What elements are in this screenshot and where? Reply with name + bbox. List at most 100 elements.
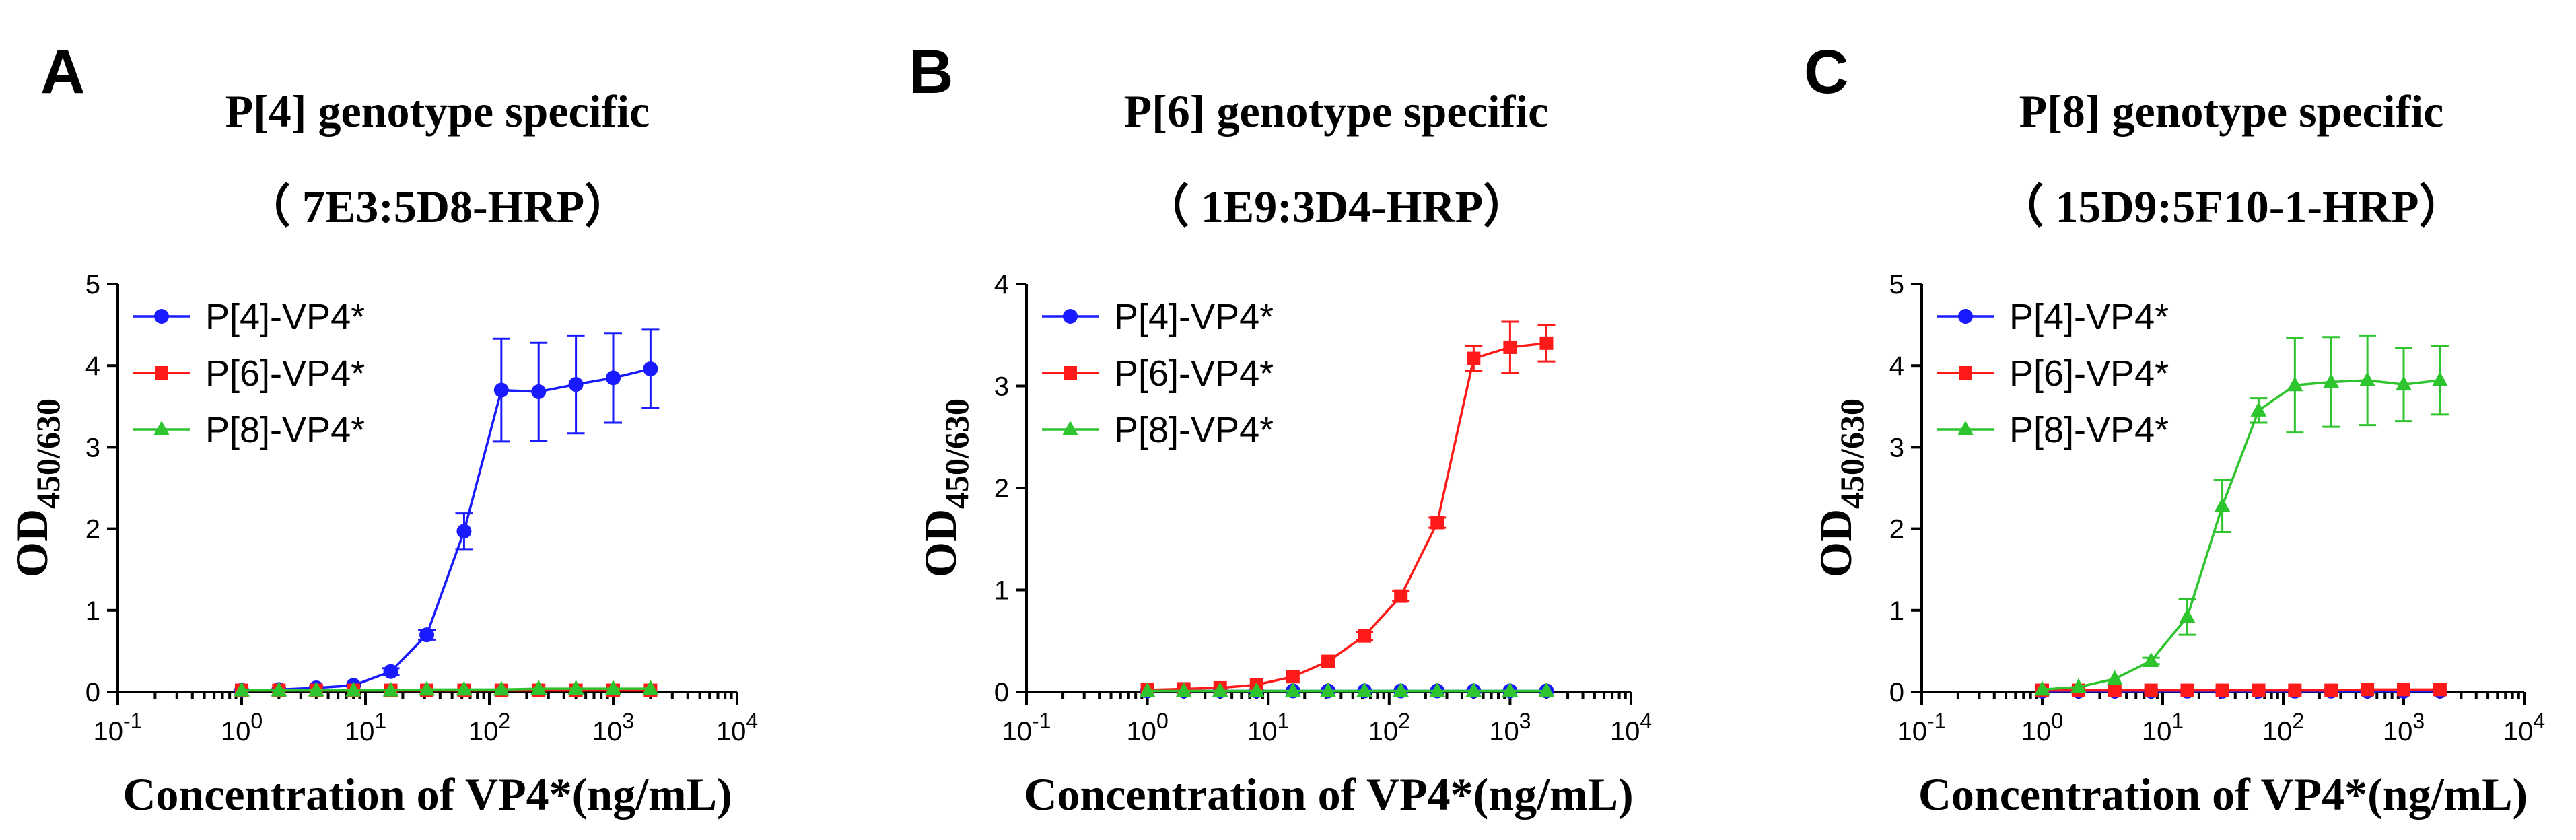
x-axis-label: Concentration of VP4*(ng/mL) bbox=[123, 769, 732, 820]
series-line bbox=[2042, 379, 2441, 691]
series-p-8-vp4- bbox=[2034, 334, 2449, 696]
legend-label: P[4]-VP4* bbox=[205, 297, 365, 337]
data-point bbox=[1539, 336, 1554, 350]
data-point bbox=[2431, 372, 2448, 387]
legend-marker bbox=[154, 309, 169, 324]
data-point bbox=[1430, 516, 1444, 530]
panel-letter: A bbox=[40, 38, 85, 106]
data-point bbox=[2250, 401, 2267, 417]
data-point bbox=[1248, 682, 1265, 697]
data-point bbox=[2144, 683, 2158, 697]
x-tick-label: 10-1 bbox=[1002, 709, 1051, 746]
legend-label: P[8]-VP4* bbox=[2009, 410, 2169, 450]
x-tick-label: 100 bbox=[1126, 709, 1168, 746]
data-point bbox=[493, 382, 509, 398]
data-point bbox=[2106, 670, 2123, 685]
data-point bbox=[419, 627, 435, 643]
x-tick-label: 102 bbox=[2262, 709, 2304, 746]
y-axis-label: OD450/630 bbox=[1810, 398, 1871, 578]
legend-marker bbox=[1958, 309, 1973, 324]
data-point bbox=[2324, 683, 2338, 697]
data-point bbox=[1358, 629, 1372, 643]
legend-label: P[6]-VP4* bbox=[2009, 353, 2169, 394]
x-tick-label: 104 bbox=[1610, 709, 1652, 746]
x-axis-label: Concentration of VP4*(ng/mL) bbox=[1918, 769, 2528, 820]
legend: P[4]-VP4* P[6]-VP4* P[8]-VP4* bbox=[1937, 297, 2169, 450]
y-tick-label: 1 bbox=[1889, 596, 1904, 626]
data-point bbox=[1139, 682, 1156, 697]
y-tick-label: 3 bbox=[85, 433, 100, 462]
data-point bbox=[1284, 682, 1301, 697]
x-tick-label: 102 bbox=[1368, 709, 1410, 746]
legend-marker bbox=[1064, 366, 1077, 380]
legend-label: P[6]-VP4* bbox=[1114, 353, 1274, 394]
data-point bbox=[2180, 683, 2194, 697]
y-tick-label: 0 bbox=[85, 678, 100, 707]
y-axis-label: OD450/630 bbox=[6, 398, 67, 578]
data-point bbox=[1393, 682, 1409, 697]
y-tick-label: 2 bbox=[85, 515, 100, 545]
data-point bbox=[2433, 682, 2447, 697]
y-tick-label: 5 bbox=[85, 270, 100, 300]
legend-marker bbox=[155, 366, 168, 380]
data-point bbox=[382, 681, 399, 697]
chart-title: P[6] genotype specific bbox=[1124, 85, 1549, 137]
y-tick-label: 2 bbox=[994, 474, 1009, 503]
data-point bbox=[643, 361, 658, 377]
y-tick-label: 1 bbox=[85, 596, 100, 626]
series-line bbox=[1147, 342, 1547, 691]
series-p-8-vp4- bbox=[234, 680, 659, 697]
data-point bbox=[2143, 652, 2159, 667]
legend-label: P[8]-VP4* bbox=[205, 410, 365, 450]
x-tick-label: 101 bbox=[345, 709, 386, 746]
data-point bbox=[2215, 683, 2229, 697]
data-point bbox=[1503, 340, 1517, 354]
data-point bbox=[1467, 351, 1481, 365]
legend-marker bbox=[1062, 421, 1078, 435]
x-tick-label: 104 bbox=[716, 709, 758, 746]
data-point bbox=[1429, 682, 1446, 697]
chart-panel-a: A P[4] genotype specific （ 7E3:5D8-HRP） 0 1 2… bbox=[6, 38, 758, 820]
chart-panel-b: B P[6] genotype specific （ 1E9:3D4-HRP） 0 1 2… bbox=[909, 38, 1652, 820]
x-tick-label: 100 bbox=[2021, 709, 2063, 746]
data-point bbox=[606, 370, 621, 386]
y-tick-label: 4 bbox=[1889, 351, 1904, 381]
x-tick-label: 103 bbox=[1489, 709, 1531, 746]
data-point bbox=[605, 680, 621, 695]
y-tick-label: 0 bbox=[994, 678, 1009, 707]
data-point bbox=[531, 384, 547, 399]
y-tick-label: 0 bbox=[1889, 678, 1904, 707]
data-point bbox=[1538, 682, 1555, 697]
data-point bbox=[2361, 682, 2375, 697]
data-point bbox=[383, 664, 398, 679]
data-point bbox=[1465, 682, 1482, 697]
legend-label: P[6]-VP4* bbox=[205, 353, 365, 394]
series-line bbox=[2042, 688, 2440, 692]
y-axis-label: OD450/630 bbox=[915, 398, 975, 578]
chart-title: P[4] genotype specific bbox=[225, 85, 650, 137]
data-point bbox=[1502, 682, 1519, 697]
data-point bbox=[2288, 683, 2302, 697]
legend-marker bbox=[1959, 366, 1972, 380]
x-tick-label: 104 bbox=[2503, 709, 2545, 746]
data-point bbox=[271, 681, 287, 697]
x-tick-label: 101 bbox=[1247, 709, 1289, 746]
data-point bbox=[2108, 683, 2122, 697]
data-point bbox=[2252, 683, 2266, 697]
data-point bbox=[1321, 654, 1335, 668]
data-point bbox=[2359, 372, 2376, 387]
data-point bbox=[2397, 682, 2410, 697]
series-p-8-vp4- bbox=[1139, 682, 1555, 697]
data-point bbox=[493, 680, 510, 696]
chart-subtitle: （ 7E3:5D8-HRP） bbox=[245, 181, 630, 232]
series-line bbox=[242, 687, 651, 692]
panel-letter: C bbox=[1804, 38, 1848, 106]
y-tick-label: 4 bbox=[994, 270, 1009, 300]
chart-subtitle: （ 1E9:3D4-HRP） bbox=[1144, 181, 1529, 232]
data-point bbox=[456, 680, 473, 696]
chart-title: P[8] genotype specific bbox=[2019, 85, 2444, 137]
data-point bbox=[567, 680, 584, 695]
legend: P[4]-VP4* P[6]-VP4* P[8]-VP4* bbox=[1042, 297, 1274, 450]
data-point bbox=[345, 681, 362, 697]
